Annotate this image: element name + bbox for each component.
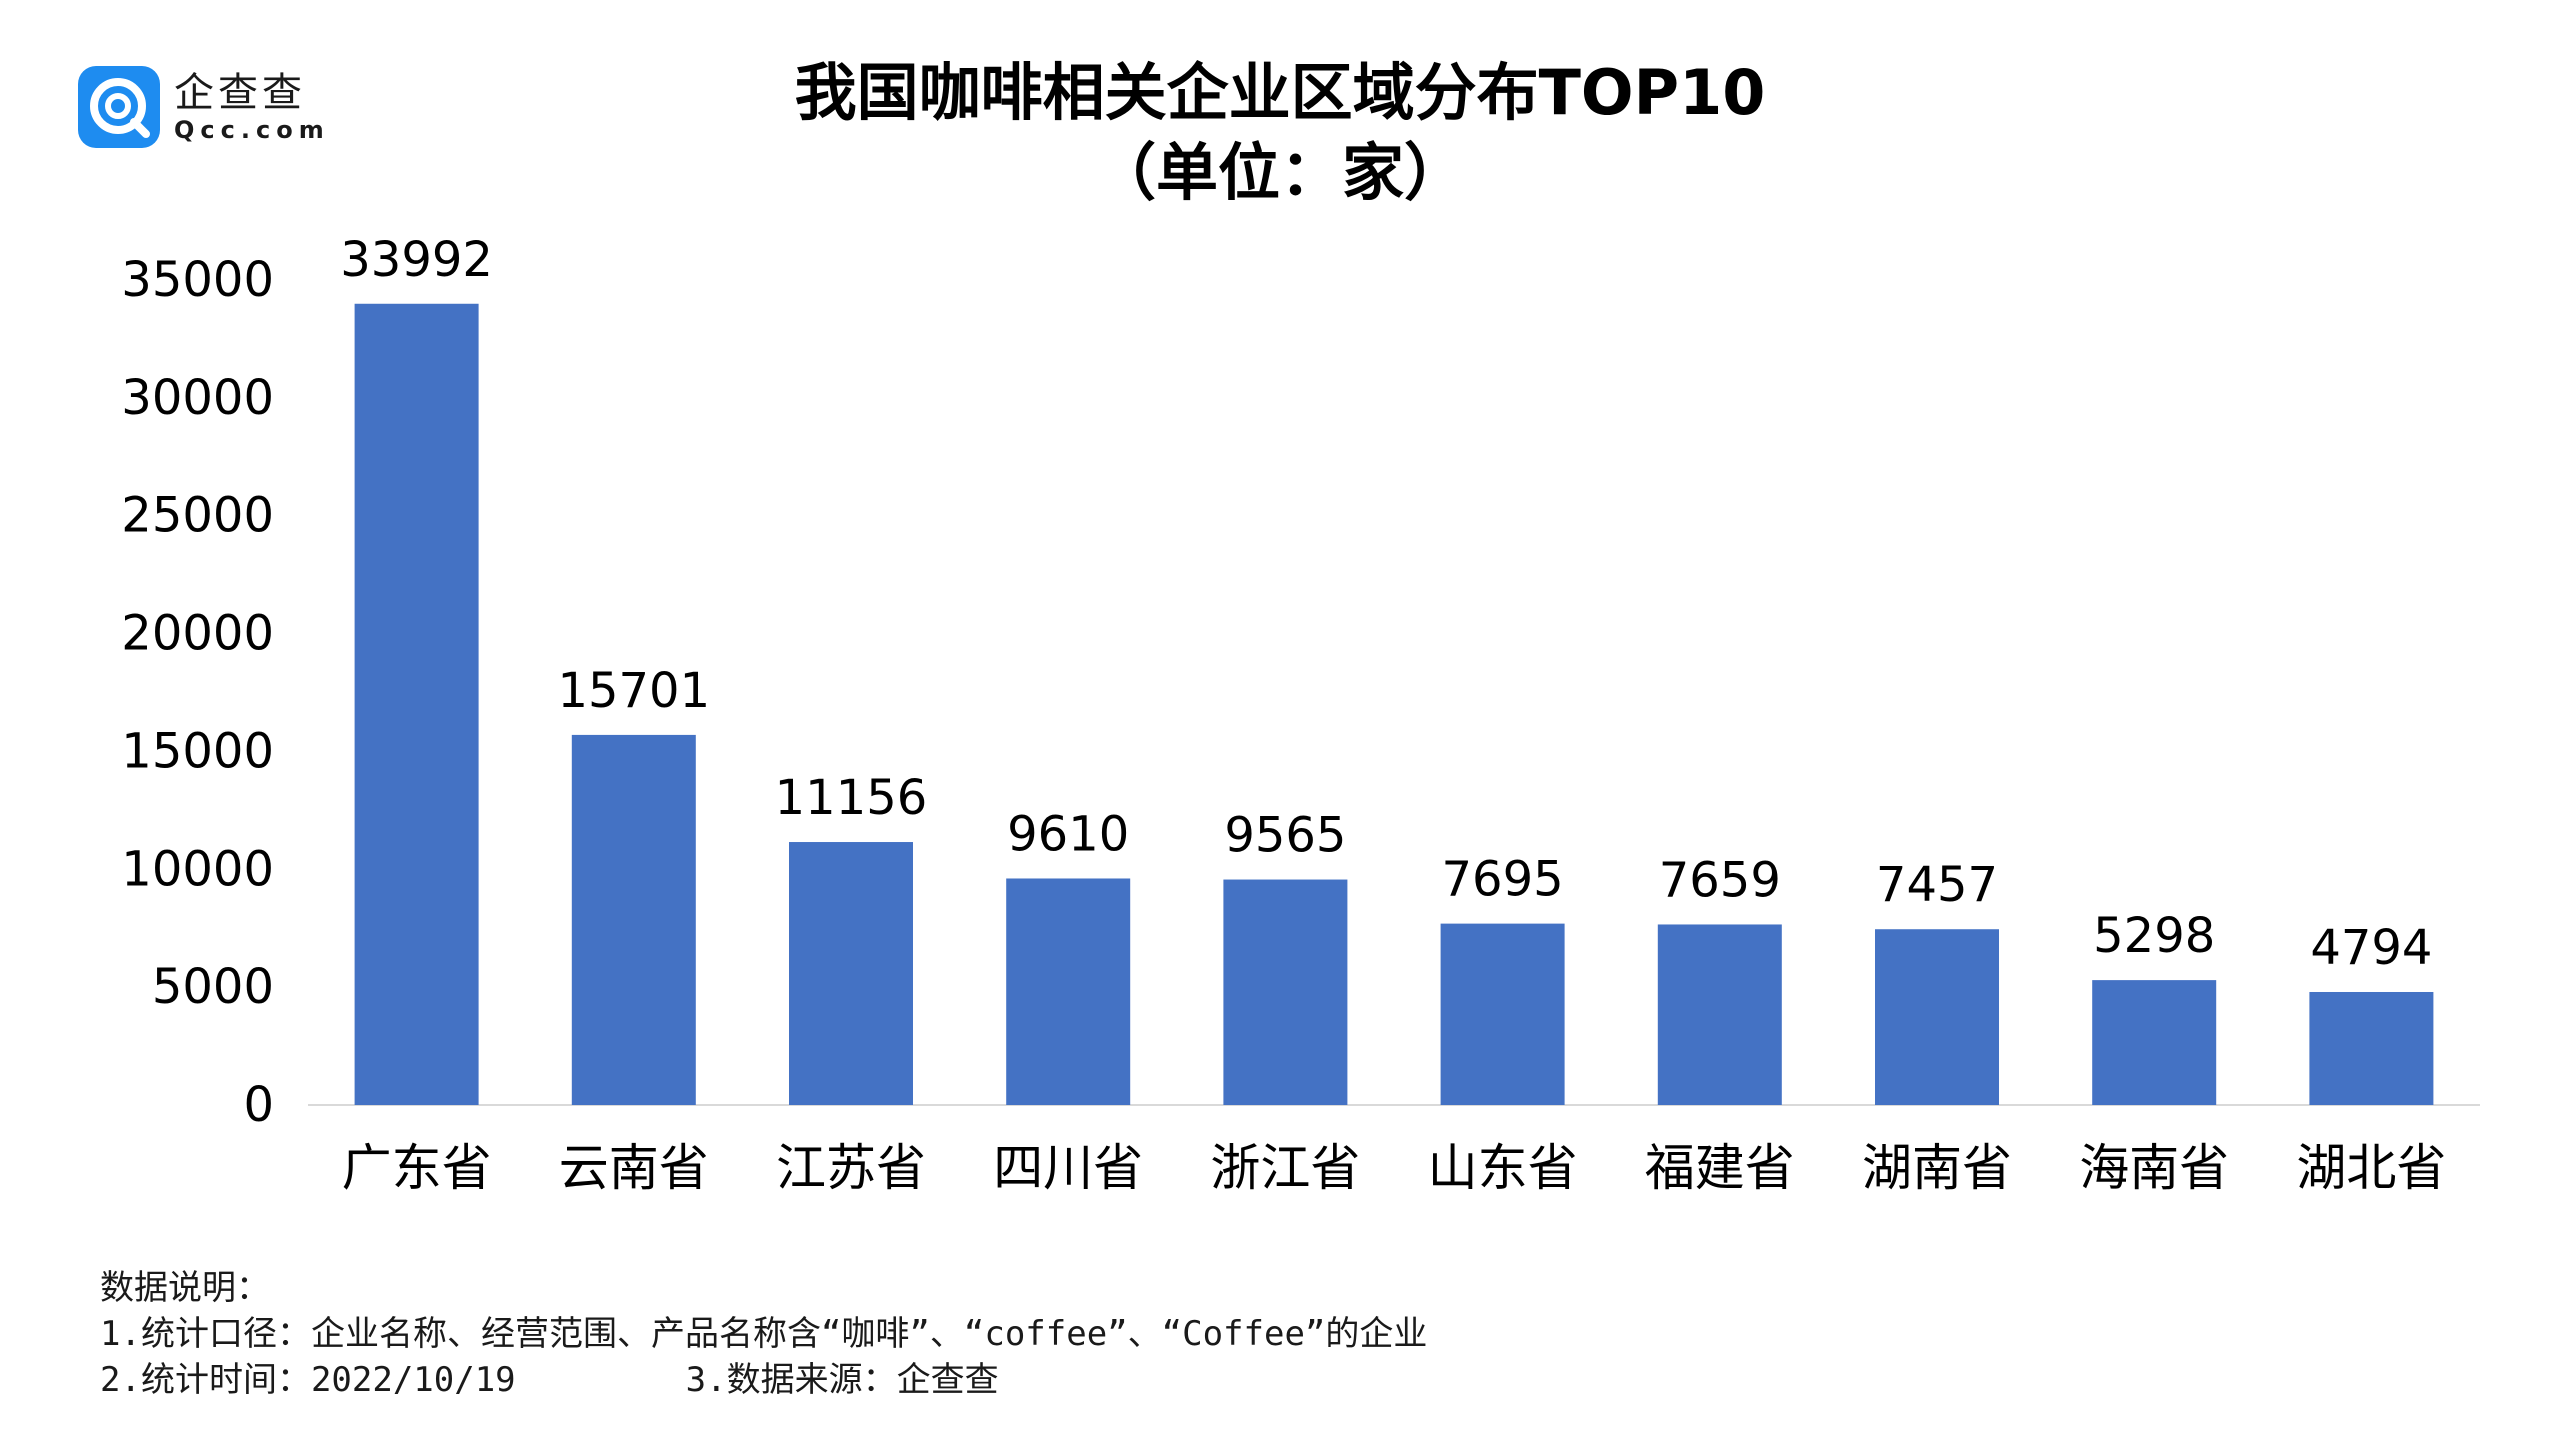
x-tick-label: 广东省 <box>342 1139 492 1197</box>
chart-title: 我国咖啡相关企业区域分布TOP10 <box>794 56 1766 129</box>
notes-line-source: 3.数据来源：企查查 <box>685 1360 999 1400</box>
x-tick-label: 云南省 <box>559 1139 709 1197</box>
logo-name-en: Qcc.com <box>174 116 330 144</box>
x-tick-label: 福建省 <box>1645 1139 1795 1197</box>
data-label: 7659 <box>1659 852 1781 908</box>
data-label: 11156 <box>775 770 928 826</box>
x-tick-label: 浙江省 <box>1210 1139 1360 1197</box>
y-tick-label: 25000 <box>121 488 274 544</box>
y-tick-label: 30000 <box>121 370 274 426</box>
bar <box>789 842 913 1105</box>
x-tick-label: 江苏省 <box>776 1139 926 1197</box>
data-label: 4794 <box>2310 920 2432 976</box>
data-label: 15701 <box>557 663 710 719</box>
bar <box>571 734 696 1105</box>
data-label: 7695 <box>1442 852 1564 908</box>
qcc-logo: 企查查 Qcc.com <box>78 66 330 148</box>
qcc-logo-icon <box>78 66 160 148</box>
data-label: 9610 <box>1007 806 1129 862</box>
y-tick-label: 5000 <box>152 959 274 1015</box>
notes-line-time: 2.统计时间：2022/10/19 <box>100 1360 516 1400</box>
bar <box>1657 924 1782 1105</box>
data-label: 9565 <box>1224 808 1346 864</box>
x-tick-label: 湖南省 <box>1862 1139 2012 1197</box>
x-tick-label: 四川省 <box>993 1139 1143 1197</box>
x-tick-label: 山东省 <box>1428 1139 1578 1197</box>
data-label: 33992 <box>340 232 493 288</box>
bar <box>1223 879 1348 1105</box>
bar <box>1006 878 1131 1105</box>
x-tick-label: 湖北省 <box>2296 1139 2446 1197</box>
x-tick-label: 海南省 <box>2079 1139 2229 1197</box>
y-tick-label: 15000 <box>121 723 274 779</box>
bar <box>1875 929 1999 1105</box>
logo-name-cn: 企查查 <box>174 70 306 116</box>
notes-heading: 数据说明： <box>100 1268 270 1308</box>
chart-subtitle: （单位：家） <box>1093 136 1466 209</box>
data-label: 7457 <box>1876 857 1998 913</box>
y-tick-label: 20000 <box>121 606 274 662</box>
bar <box>2092 980 2217 1105</box>
y-tick-label: 35000 <box>121 252 274 308</box>
data-label: 5298 <box>2093 908 2215 964</box>
data-notes: 数据说明： 1.统计口径：企业名称、经营范围、产品名称含“咖啡”、“coffee… <box>100 1265 1427 1403</box>
y-tick-label: 10000 <box>121 841 274 897</box>
bar <box>2309 991 2434 1105</box>
bar <box>1440 923 1565 1105</box>
bar <box>354 303 479 1105</box>
notes-line-scope: 1.统计口径：企业名称、经营范围、产品名称含“咖啡”、“coffee”、“Cof… <box>100 1314 1428 1354</box>
y-tick-label: 0 <box>243 1077 274 1133</box>
